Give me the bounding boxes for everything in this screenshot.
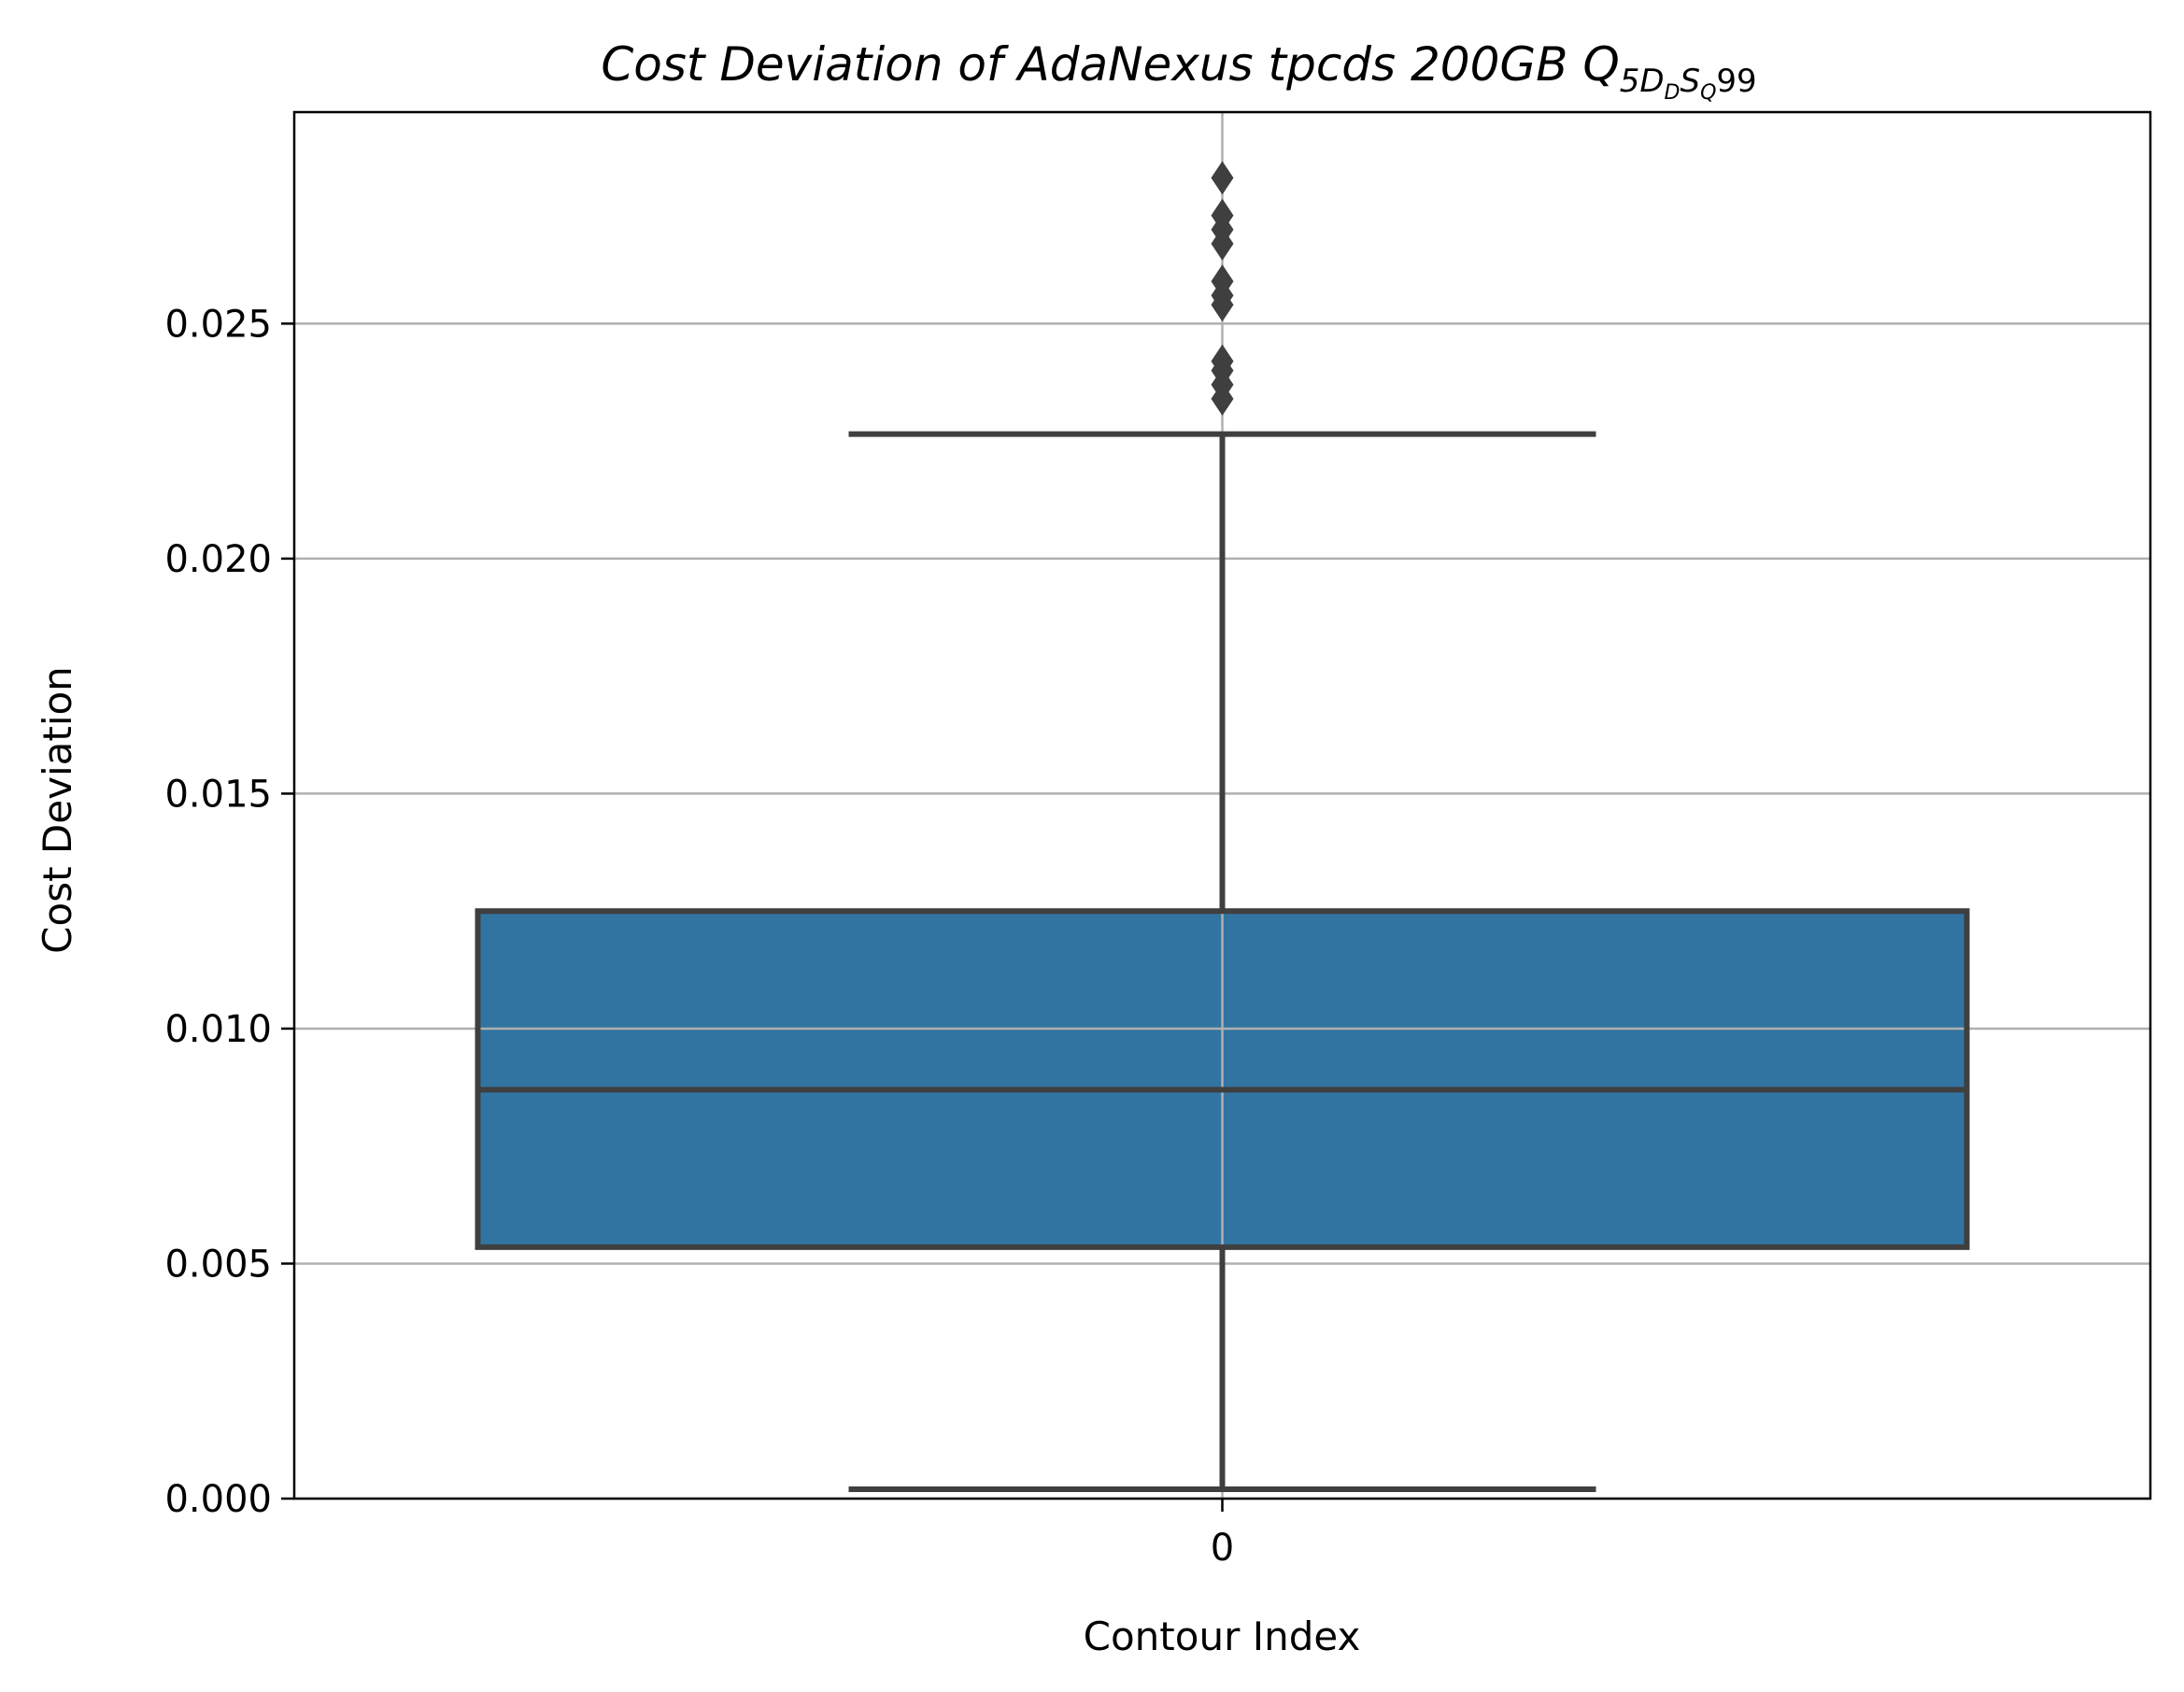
outlier-points [1211, 161, 1234, 416]
x-tick-label: 0 [1211, 1527, 1234, 1570]
chart-title-suffix: 99 [1716, 63, 1756, 100]
x-axis-ticks: 0 [1211, 1499, 1234, 1570]
y-tick-label: 0.020 [164, 538, 272, 581]
y-tick-label: 0.000 [164, 1478, 272, 1521]
y-axis-ticks: 0.000 0.005 0.010 0.015 0.020 0.025 [164, 303, 294, 1521]
chart-title-subscript-q: Q [1700, 81, 1716, 105]
x-axis-label: Contour Index [1084, 1614, 1361, 1659]
outlier-point [1211, 264, 1234, 299]
outlier-point [1211, 344, 1234, 378]
box-plot-series [475, 431, 1970, 1492]
y-tick-label: 0.015 [164, 773, 272, 816]
y-axis-label: Cost Deviation [35, 666, 80, 954]
chart-title-subscript-lead: 5 [1620, 63, 1640, 100]
chart-title: Cost Deviation of AdaNexus tpcds 200GB Q… [601, 37, 1756, 105]
y-tick-label: 0.010 [164, 1008, 272, 1051]
chart-title-subscript-s: S [1681, 63, 1701, 100]
chart-title-main: Cost Deviation of AdaNexus tpcds 200GB Q [601, 37, 1619, 92]
chart-title-subscript-d: D [1639, 63, 1664, 100]
y-tick-label: 0.005 [164, 1243, 272, 1286]
y-tick-label: 0.025 [164, 303, 272, 346]
outlier-point [1211, 161, 1234, 195]
chart-title-subscript-d2: D [1665, 81, 1681, 105]
outlier-point [1211, 198, 1234, 233]
